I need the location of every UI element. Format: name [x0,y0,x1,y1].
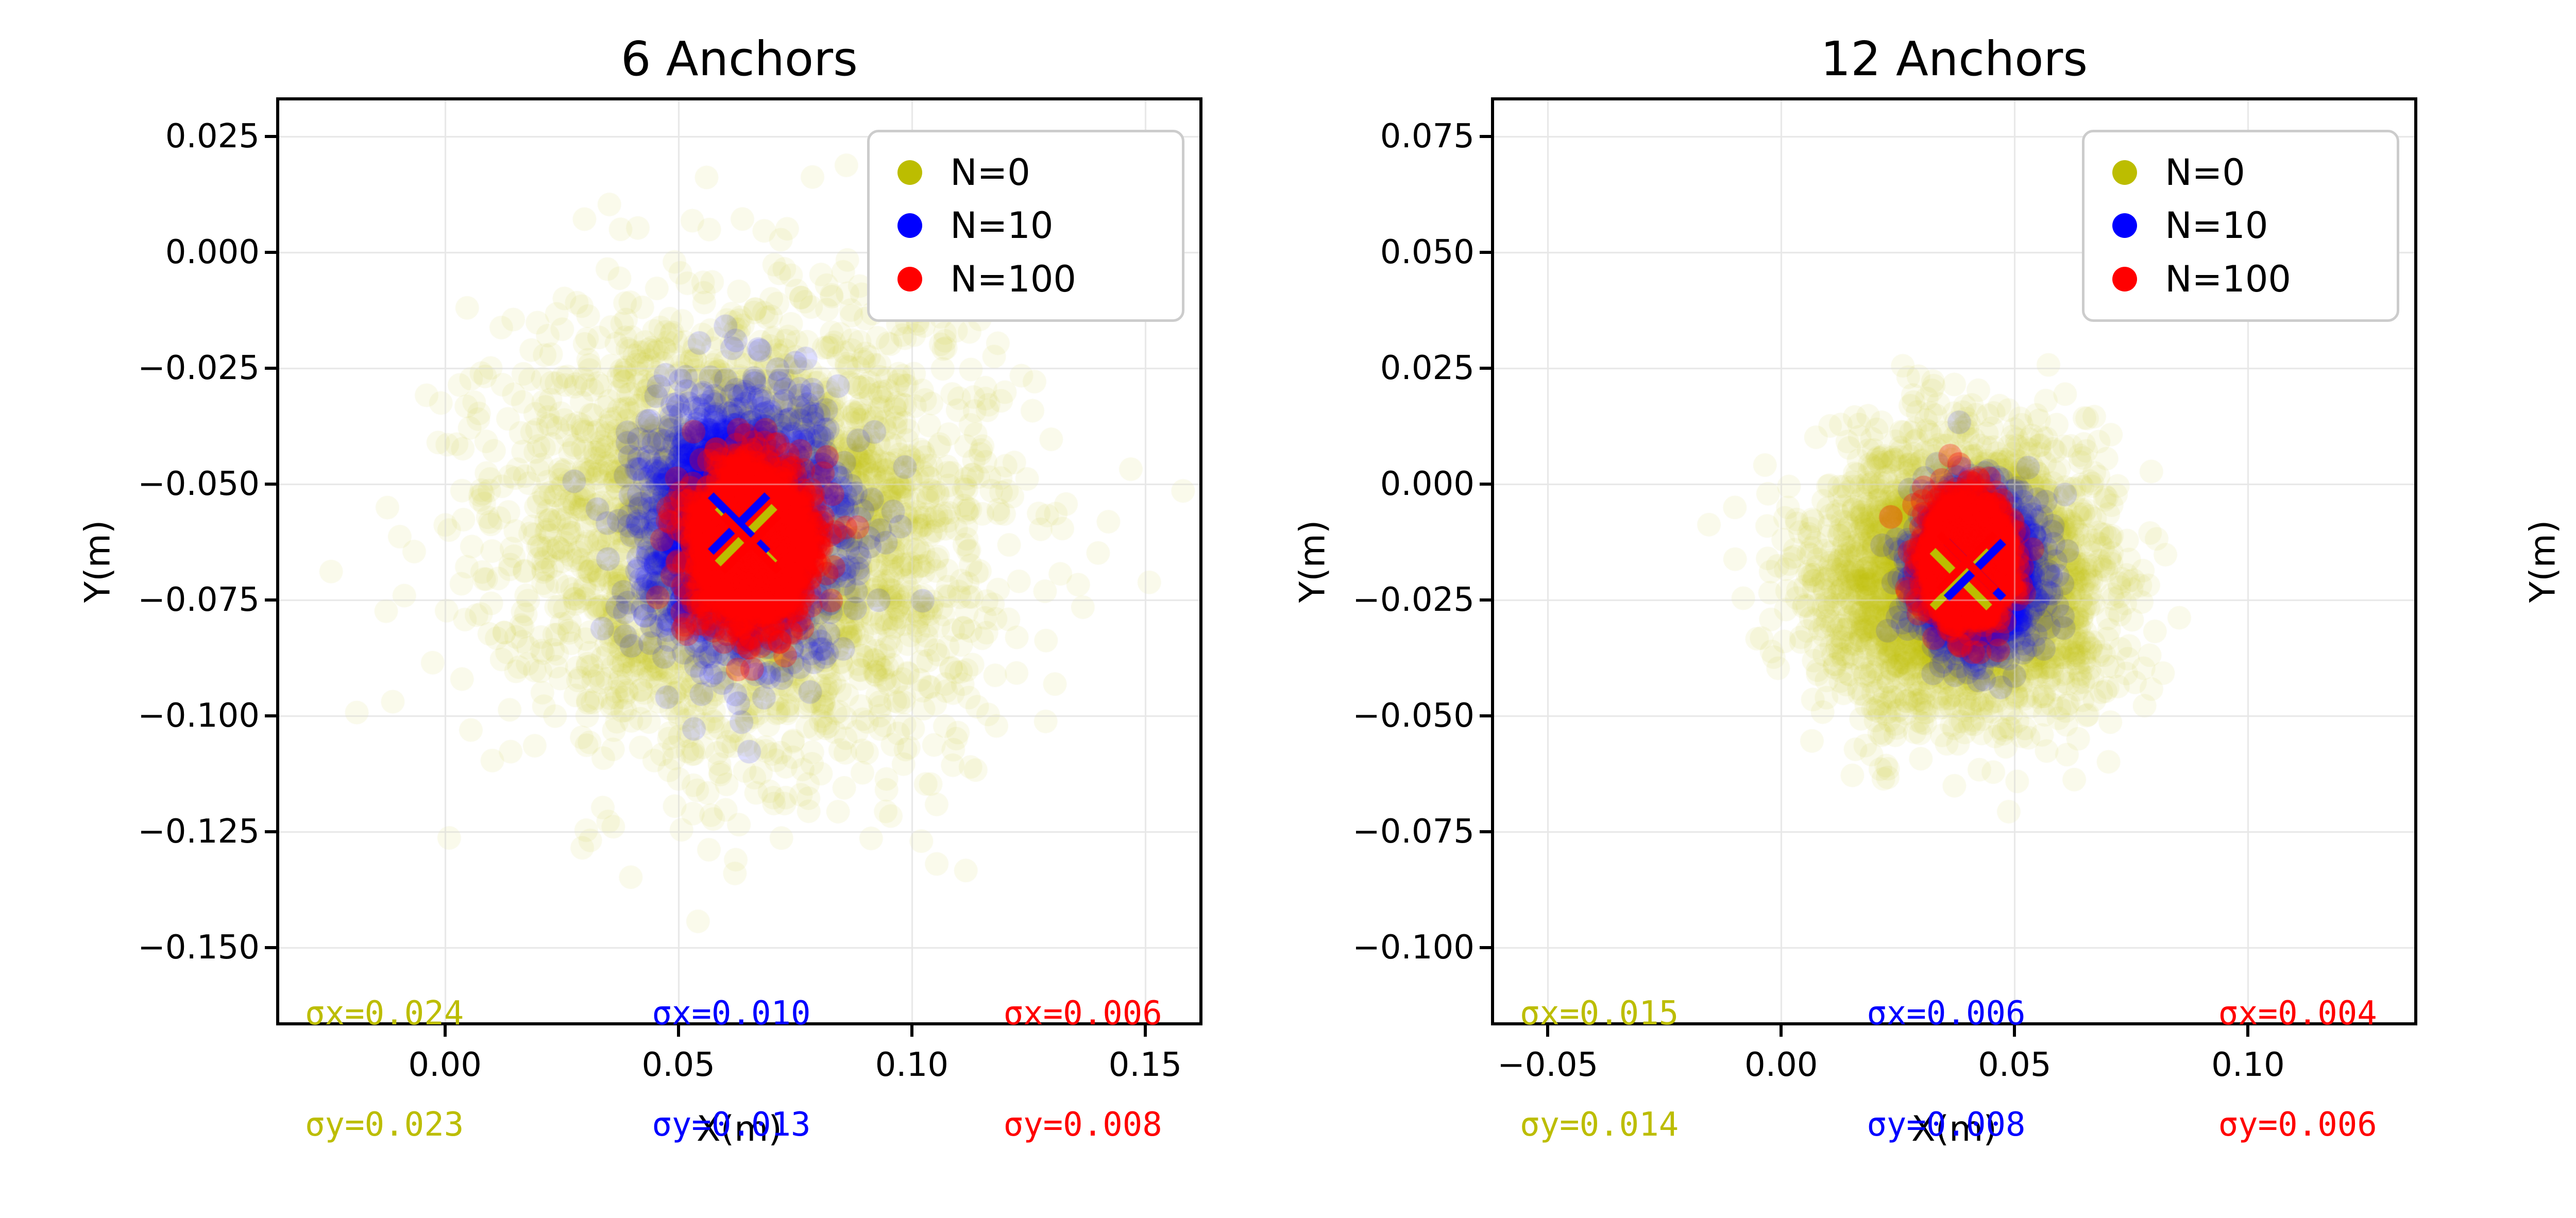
y-axis-label: Y(m) [1292,520,1333,603]
legend-item: N=10 [2112,204,2392,247]
y-tick-label: 0.000 [165,233,260,272]
x-tick-label: 0.05 [1978,1046,2052,1084]
y-tick-mark [1480,830,1491,834]
y-tick-mark [265,483,276,486]
legend-marker-icon [897,213,923,238]
sigma-x-value: σx=0.010 [652,994,811,1033]
y-tick-mark [265,367,276,370]
sigma-annotation: σx=0.006 σy=0.008 [1004,921,1162,1217]
y-tick-label: −0.075 [1352,813,1475,851]
y-tick-mark [1480,251,1491,254]
y-tick-mark [1480,598,1491,602]
legend-label: N=0 [2165,151,2245,194]
plot-area-12-anchors: 12 Anchors X(m) Y(m) N=0 N=10 N=100 σx=0… [1293,31,2417,1150]
x-tick-mark [676,1025,680,1037]
y-tick-label: −0.050 [1352,697,1475,735]
x-tick-label: 0.10 [2211,1046,2285,1084]
sigma-y-value: σy=0.013 [652,1106,811,1144]
y-tick-label: −0.125 [138,813,260,851]
y-axis-label: Y(m) [77,520,118,603]
x-tick-mark [910,1025,913,1037]
sigma-annotation: σx=0.006 σy=0.008 [1867,921,2025,1217]
legend-marker-icon [897,160,923,185]
x-tick-label: 0.15 [1108,1046,1182,1084]
sigma-x-value: σx=0.004 [2218,994,2377,1033]
y-tick-label: −0.025 [138,349,260,388]
legend-label: N=10 [950,204,1054,247]
y-tick-label: 0.025 [165,117,260,156]
y-tick-label: 0.050 [1380,233,1475,272]
sigma-annotation: σx=0.024 σy=0.023 [305,921,464,1217]
sigma-annotation: σx=0.004 σy=0.006 [2218,921,2377,1217]
y-tick-label: −0.100 [1352,929,1475,967]
x-tick-mark [443,1025,447,1037]
y-tick-mark [265,830,276,834]
y-tick-label: 0.000 [1380,465,1475,504]
legend-marker-icon [897,266,923,291]
y-tick-mark [265,714,276,718]
y-tick-label: −0.075 [138,581,260,620]
y-tick-label: −0.150 [138,929,260,967]
y-tick-mark [265,598,276,602]
y-tick-mark [1480,135,1491,139]
y-tick-mark [265,251,276,254]
legend-marker-icon [2112,160,2138,185]
legend-item: N=100 [2112,258,2392,300]
y-axis-label: Y(m) [2522,520,2564,603]
x-axis-label: X(m) [697,1109,782,1150]
y-tick-label: −0.025 [1352,581,1475,620]
legend: N=0 N=10 N=100 [867,130,1185,322]
y-tick-mark [1480,714,1491,718]
sigma-y-value: σy=0.008 [1003,1106,1162,1144]
legend: N=0 N=10 N=100 [2082,130,2400,322]
plot-area-6-anchors: 6 Anchors X(m) Y(m) N=0 N=10 N=100 σx=0.… [78,31,1202,1150]
plot-title: 12 Anchors [1820,31,2088,87]
x-tick-label: 0.05 [641,1046,715,1084]
legend-label: N=0 [950,151,1030,194]
x-tick-mark [1546,1025,1550,1037]
x-tick-mark [1780,1025,1783,1037]
x-tick-label: −0.05 [1497,1046,1599,1084]
legend-item: N=100 [897,258,1177,300]
y-tick-label: 0.025 [1380,349,1475,388]
sigma-x-value: σx=0.024 [305,994,464,1033]
legend-item: N=0 [2112,151,2392,194]
y-tick-mark [265,946,276,950]
x-tick-mark [2013,1025,2016,1037]
sigma-x-value: σx=0.006 [1867,994,2026,1033]
legend-marker-icon [2112,213,2138,238]
x-tick-label: 0.10 [875,1046,949,1084]
x-tick-mark [2246,1025,2250,1037]
sigma-y-value: σy=0.006 [2218,1106,2377,1144]
legend-label: N=10 [2165,204,2268,247]
y-tick-label: 0.075 [1380,117,1475,156]
legend-item: N=0 [897,151,1177,194]
x-tick-label: 0.00 [408,1046,482,1084]
x-tick-mark [1143,1025,1147,1037]
y-tick-mark [1480,367,1491,370]
y-tick-mark [1480,946,1491,950]
x-axis-label: X(m) [1911,1109,1997,1150]
y-tick-label: −0.050 [138,465,260,504]
y-tick-mark [265,135,276,139]
sigma-y-value: σy=0.023 [305,1106,464,1144]
sigma-x-value: σx=0.015 [1520,994,1679,1033]
y-tick-label: −0.100 [138,697,260,735]
sigma-y-value: σy=0.014 [1520,1106,1679,1144]
sigma-x-value: σx=0.006 [1003,994,1162,1033]
legend-label: N=100 [950,258,1076,300]
y-tick-mark [1480,483,1491,486]
plot-title: 6 Anchors [621,31,858,87]
legend-marker-icon [2112,266,2138,291]
x-tick-label: 0.00 [1744,1046,1818,1084]
legend-label: N=100 [2165,258,2291,300]
sigma-y-value: σy=0.008 [1867,1106,2026,1144]
legend-item: N=10 [897,204,1177,247]
